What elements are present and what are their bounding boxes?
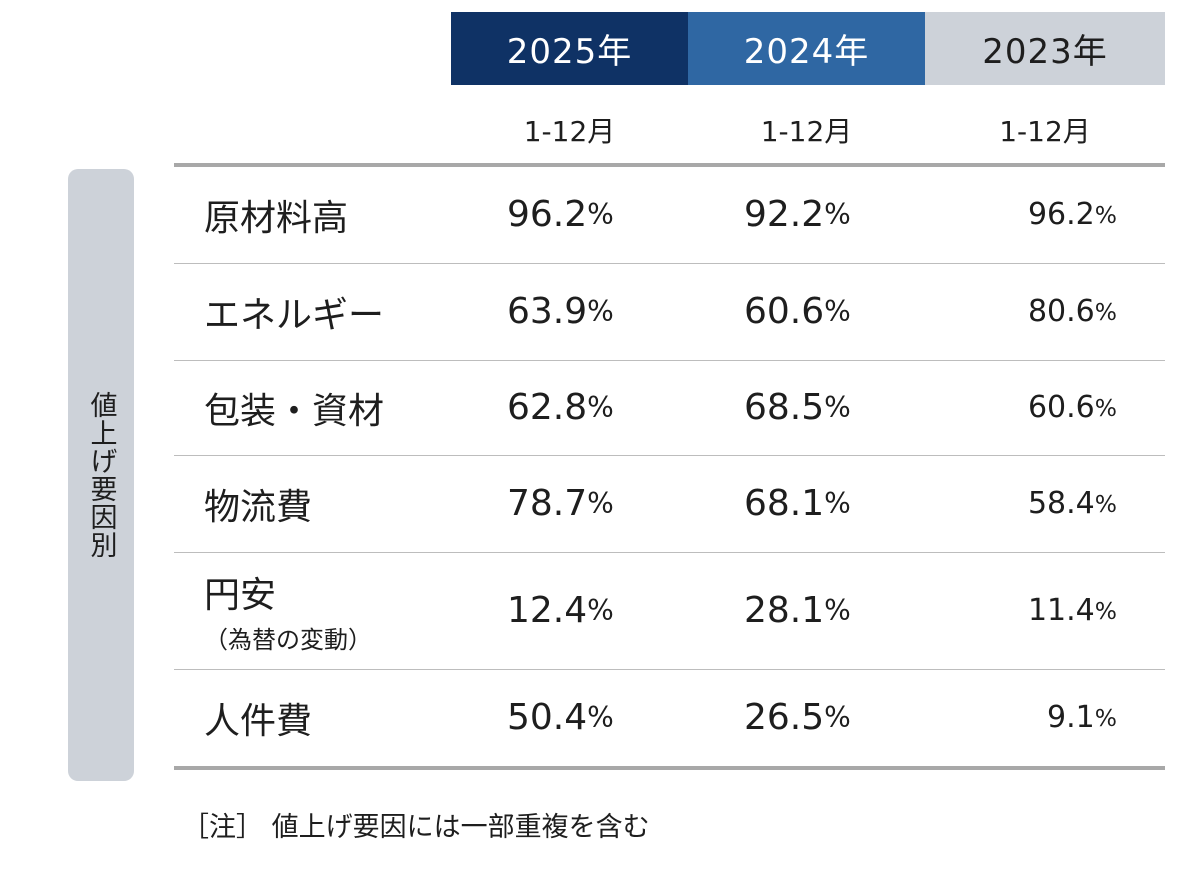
value-number: 62.8	[507, 387, 588, 428]
row-sublabel-text: （為替の変動）	[204, 626, 372, 654]
value-unit: %	[1094, 297, 1117, 326]
period-2024: 1-12月	[760, 115, 853, 148]
period-2025: 1-12月	[523, 115, 616, 148]
row-label-text: 物流費	[204, 486, 313, 528]
value-unit: %	[824, 701, 851, 734]
value-cell: 96.2%	[925, 166, 1117, 263]
value-number: 96.2	[1027, 197, 1095, 232]
value-cell: 96.2%	[451, 166, 688, 263]
value-cell: 58.4%	[925, 455, 1117, 552]
row-label: 包装・資材	[204, 360, 384, 455]
table-row: 人件費 50.4% 26.5% 9.1%	[174, 669, 1165, 766]
value-unit: %	[587, 198, 614, 231]
value-cell: 60.6%	[925, 360, 1117, 455]
value-unit: %	[587, 701, 614, 734]
table-top-rule	[174, 163, 1165, 167]
value-unit: %	[824, 487, 851, 520]
table-row: エネルギー 63.9% 60.6% 80.6%	[174, 263, 1165, 360]
value-unit: %	[587, 391, 614, 424]
value-number: 80.6	[1027, 294, 1095, 329]
value-number: 28.1	[744, 590, 825, 631]
row-divider	[174, 360, 1165, 361]
value-unit: %	[824, 391, 851, 424]
table-row: 原材料高 96.2% 92.2% 96.2%	[174, 166, 1165, 263]
row-label: エネルギー	[204, 263, 384, 360]
value-unit: %	[1094, 596, 1117, 625]
value-number: 50.4	[507, 697, 588, 738]
row-divider	[174, 263, 1165, 264]
footnote: ［注］ 値上げ要因には一部重複を含む	[182, 812, 650, 843]
value-number: 68.5	[744, 387, 825, 428]
value-cell: 26.5%	[688, 669, 925, 766]
value-unit: %	[1094, 703, 1117, 732]
value-number: 60.6	[744, 291, 825, 332]
value-unit: %	[1094, 393, 1117, 422]
value-cell: 11.4%	[925, 552, 1117, 669]
value-cell: 50.4%	[451, 669, 688, 766]
side-category-text: 値上げ要因別	[85, 391, 117, 559]
value-cell: 68.1%	[688, 455, 925, 552]
value-cell: 9.1%	[925, 669, 1117, 766]
row-label: 円安 （為替の変動）	[204, 552, 372, 669]
row-divider	[174, 455, 1165, 456]
value-number: 12.4	[507, 590, 588, 631]
value-cell: 78.7%	[451, 455, 688, 552]
row-label: 人件費	[204, 669, 312, 766]
row-label-text: 原材料高	[204, 197, 349, 239]
side-category-label: 値上げ要因別	[68, 169, 134, 781]
value-cell: 92.2%	[688, 166, 925, 263]
value-cell: 63.9%	[451, 263, 688, 360]
value-number: 11.4	[1027, 593, 1095, 628]
value-number: 92.2	[744, 194, 825, 235]
value-unit: %	[1094, 489, 1117, 518]
value-unit: %	[1094, 200, 1117, 229]
value-cell: 68.5%	[688, 360, 925, 455]
row-label-text: エネルギー	[204, 294, 385, 336]
row-label-text: 包装・資材	[204, 390, 385, 432]
row-label-text: 人件費	[204, 700, 313, 742]
table-row: 円安 （為替の変動） 12.4% 28.1% 11.4%	[174, 552, 1165, 669]
value-cell: 60.6%	[688, 263, 925, 360]
value-unit: %	[587, 594, 614, 627]
value-cell: 12.4%	[451, 552, 688, 669]
value-number: 60.6	[1027, 390, 1095, 425]
value-unit: %	[587, 487, 614, 520]
value-unit: %	[824, 594, 851, 627]
value-number: 63.9	[507, 291, 588, 332]
table-bottom-rule	[174, 766, 1165, 770]
value-unit: %	[587, 295, 614, 328]
value-unit: %	[824, 198, 851, 231]
value-unit: %	[824, 295, 851, 328]
value-number: 9.1	[1047, 700, 1095, 735]
row-divider	[174, 669, 1165, 670]
value-number: 96.2	[507, 194, 588, 235]
row-divider	[174, 552, 1165, 553]
table-row: 包装・資材 62.8% 68.5% 60.6%	[174, 360, 1165, 455]
value-cell: 80.6%	[925, 263, 1117, 360]
row-label: 原材料高	[204, 166, 348, 263]
value-number: 58.4	[1027, 486, 1095, 521]
header-year-2025: 2025年	[451, 12, 688, 85]
value-cell: 62.8%	[451, 360, 688, 455]
header-year-2023: 2023年	[925, 12, 1165, 85]
row-label: 物流費	[204, 455, 312, 552]
table-row: 物流費 78.7% 68.1% 58.4%	[174, 455, 1165, 552]
value-number: 78.7	[507, 483, 588, 524]
value-number: 26.5	[744, 697, 825, 738]
period-2023: 1-12月	[999, 115, 1091, 148]
header-year-2024: 2024年	[688, 12, 925, 85]
row-label-text: 円安	[204, 575, 277, 616]
value-cell: 28.1%	[688, 552, 925, 669]
value-number: 68.1	[744, 483, 825, 524]
